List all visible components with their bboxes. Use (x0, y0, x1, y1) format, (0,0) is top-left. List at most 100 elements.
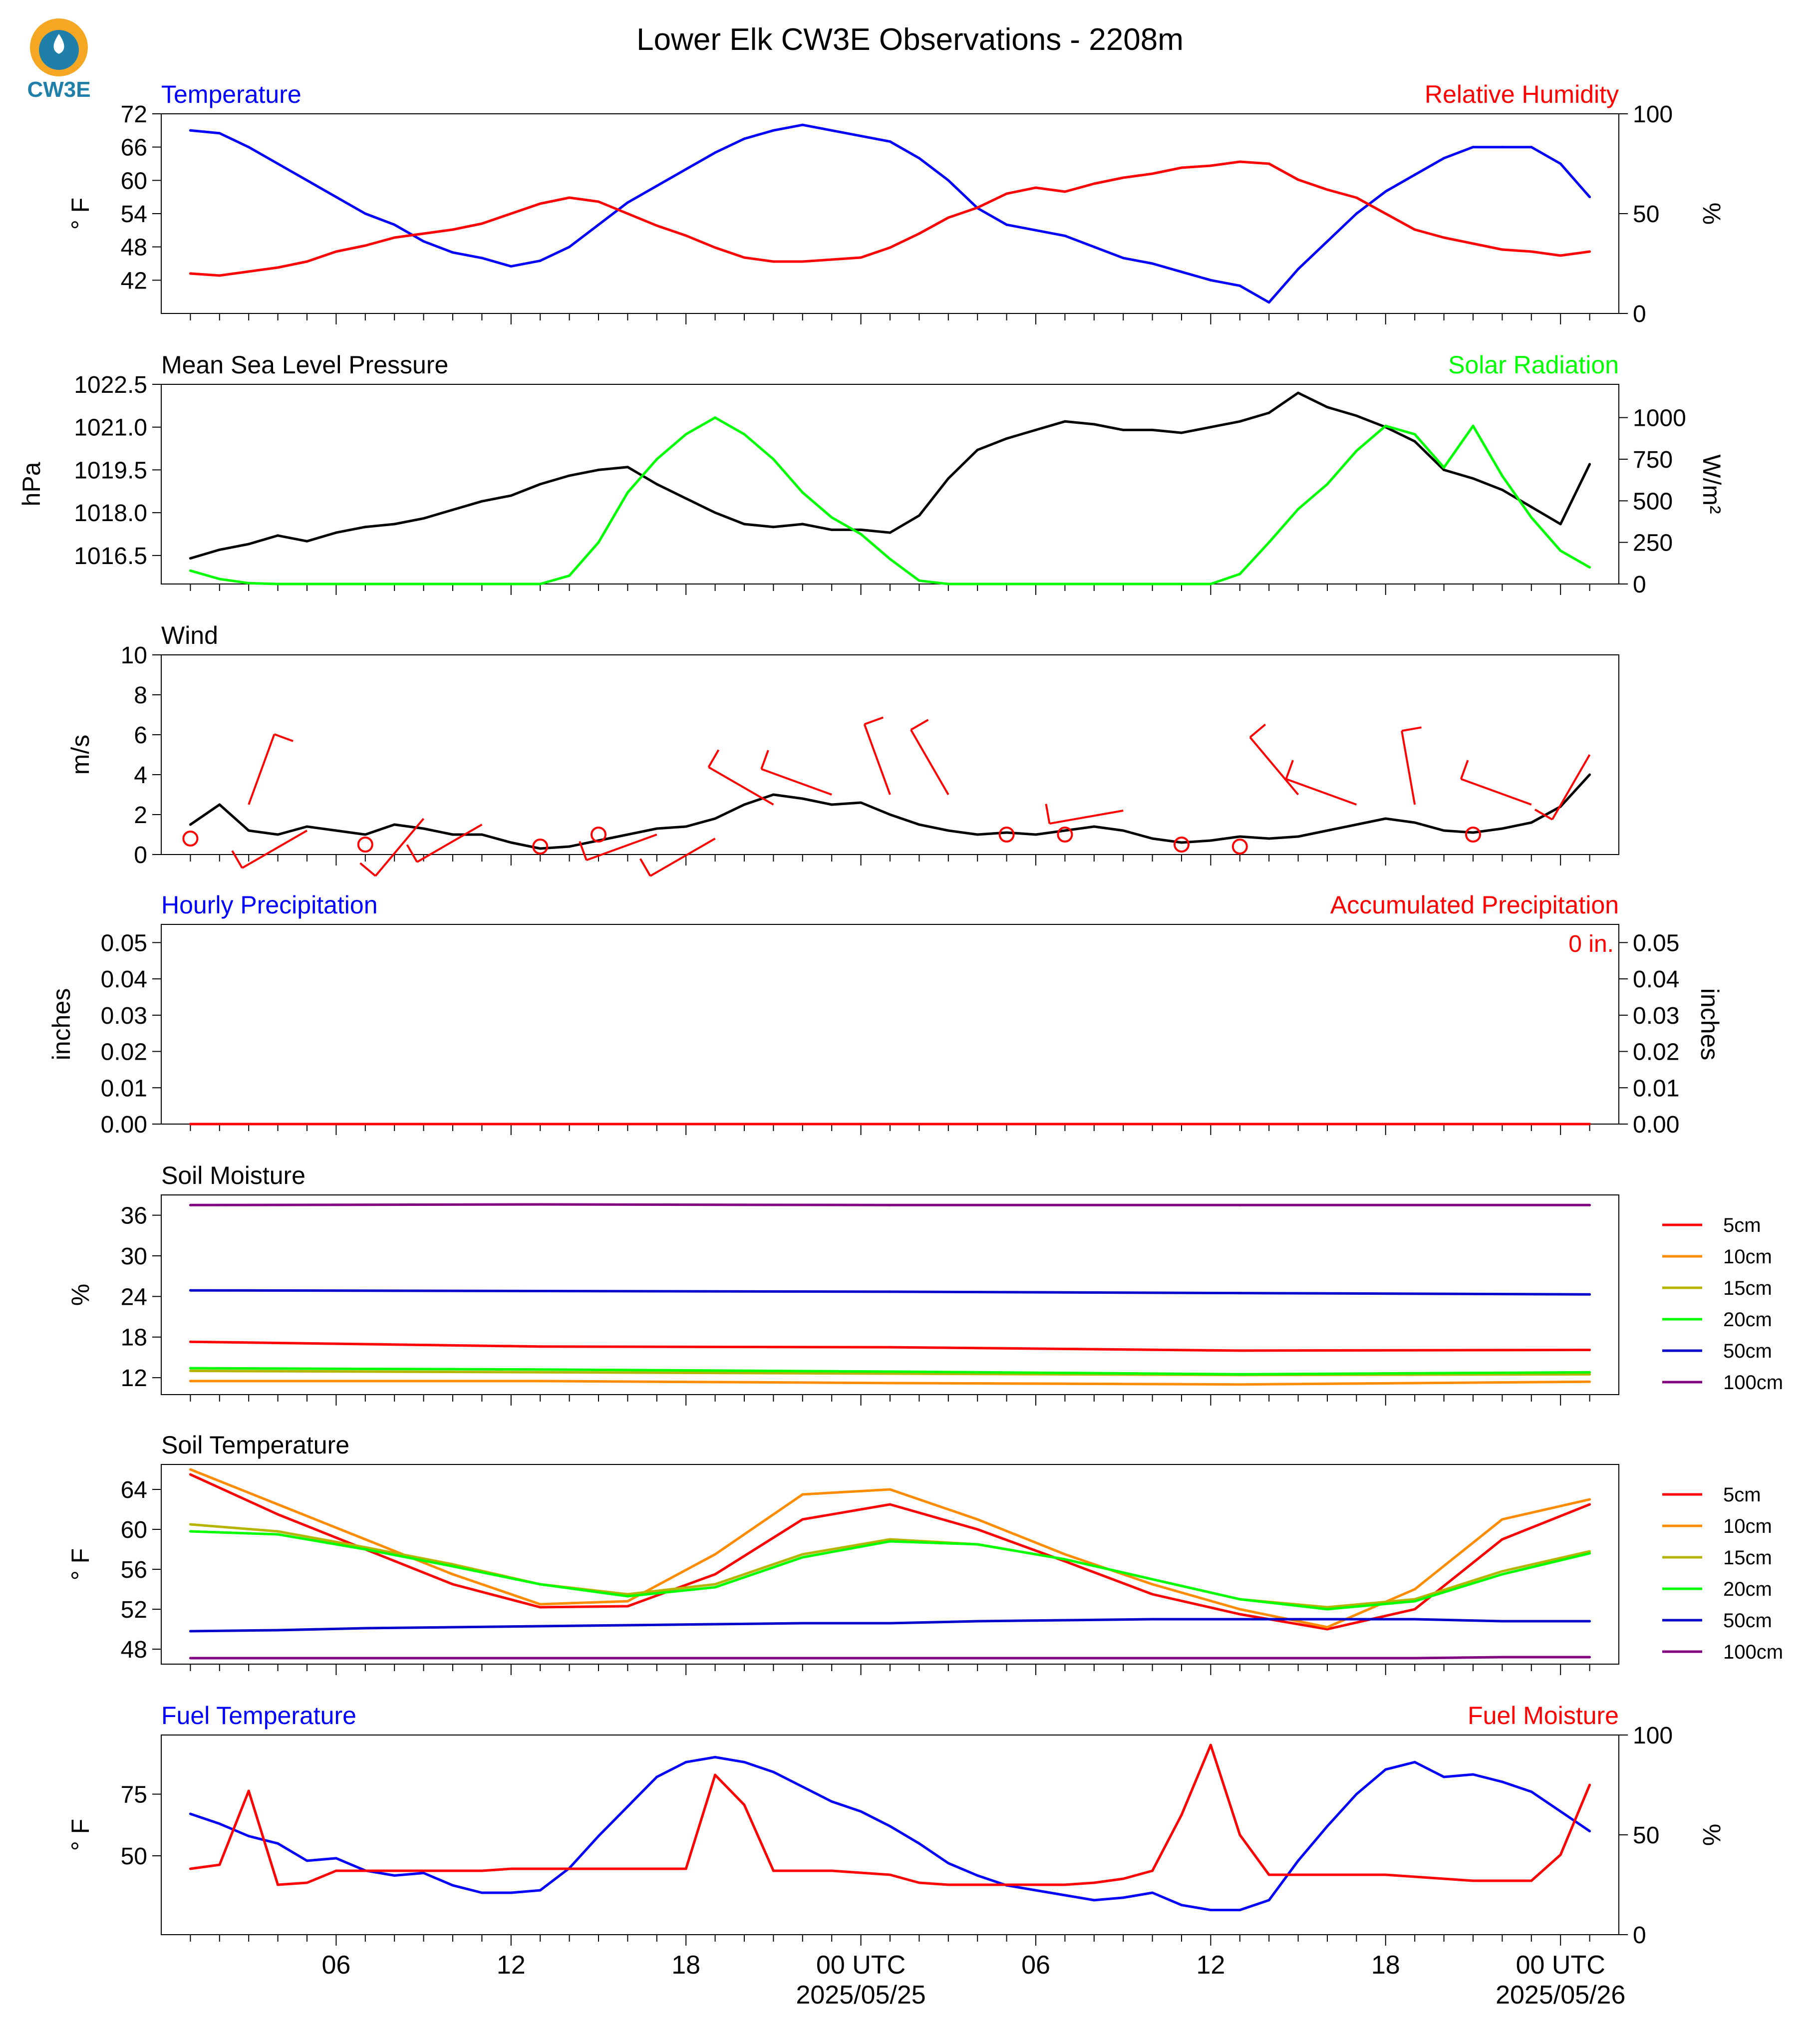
data-point (189, 1289, 192, 1292)
series-line-15cm (190, 1523, 1590, 1609)
data-point (1588, 1783, 1591, 1786)
data-point (1588, 250, 1591, 253)
data-point (1326, 1628, 1329, 1631)
y-tick-label: 1016.5 (74, 543, 147, 570)
data-point (451, 1565, 454, 1568)
data-point (218, 1822, 221, 1825)
data-point (305, 825, 308, 828)
wind-barb (1461, 778, 1532, 806)
y-axis-label: ° F (66, 1548, 94, 1580)
y-tick-label-right: 50 (1633, 201, 1659, 228)
data-point (655, 827, 658, 830)
data-point (830, 1869, 833, 1872)
data-point (539, 582, 542, 585)
data-point (626, 833, 629, 836)
data-point (714, 1583, 717, 1586)
panel-hourly-precipitation: Hourly Precipitation Accumulated Precipit… (47, 891, 1724, 1138)
data-point (714, 1755, 717, 1758)
y-tick-label: 0.05 (101, 930, 147, 956)
plot-frame (161, 384, 1619, 584)
data-point (334, 250, 337, 253)
data-point (1209, 164, 1212, 167)
y-tick-label: 56 (121, 1557, 147, 1583)
data-point (889, 1372, 892, 1375)
data-point (947, 216, 950, 219)
data-point (277, 1530, 280, 1533)
data-point (1297, 1859, 1300, 1862)
data-point (218, 1863, 221, 1866)
data-point (305, 260, 308, 263)
data-point (597, 223, 600, 226)
data-point (1093, 423, 1096, 426)
data-point (480, 582, 483, 585)
data-point (364, 1657, 367, 1660)
data-point (947, 1883, 950, 1886)
data-point (364, 1869, 367, 1872)
y-tick-label: 66 (121, 135, 147, 161)
y-tick-label-right: 0.03 (1633, 1003, 1679, 1029)
wind-barb (374, 818, 425, 877)
data-point (1122, 829, 1125, 832)
data-point (305, 540, 308, 543)
wind-barb-flag (864, 716, 884, 725)
data-point (539, 483, 542, 486)
y-tick-label: 52 (121, 1597, 147, 1623)
legend-entry: 10cm (1723, 1515, 1772, 1537)
wind-barb-flag (639, 858, 651, 877)
wind-barb-calm (1465, 827, 1481, 843)
data-point (655, 483, 658, 486)
wind-barb (863, 724, 891, 795)
data-point (1326, 406, 1329, 409)
data-point (1209, 279, 1212, 282)
panel-title: Soil Temperature (161, 1431, 349, 1459)
data-point (1588, 1498, 1591, 1501)
data-point (422, 827, 425, 830)
wind-barb-flag (1249, 723, 1266, 738)
data-point (1443, 157, 1446, 160)
data-point (626, 1600, 629, 1603)
data-point (1063, 420, 1066, 423)
data-point (277, 1657, 280, 1660)
series-line-fuel-moisture (190, 1743, 1591, 1886)
data-point (801, 1785, 804, 1788)
data-point (1093, 825, 1096, 828)
data-point (568, 845, 571, 848)
data-point (1297, 391, 1300, 394)
data-point (1267, 411, 1270, 414)
data-point (189, 1657, 192, 1660)
data-point (189, 129, 192, 132)
data-point (334, 1869, 337, 1872)
data-point (1151, 1618, 1154, 1621)
data-point (889, 140, 892, 143)
data-point (334, 1857, 337, 1860)
data-point (655, 1775, 658, 1778)
wind-barb-calm (182, 831, 199, 847)
y-axis-label-right: % (1698, 203, 1726, 225)
data-point (947, 179, 950, 182)
data-point (1443, 236, 1446, 239)
data-point (1530, 1790, 1533, 1793)
data-point (743, 1760, 746, 1763)
y-tick-label: 1019.5 (74, 457, 147, 484)
data-point (860, 134, 863, 137)
data-point (1151, 1869, 1154, 1872)
data-point (1063, 1894, 1066, 1897)
data-point (1501, 146, 1504, 149)
data-point (510, 212, 513, 215)
panel-title-right: Accumulated Precipitation (1330, 891, 1619, 919)
data-point (1209, 1909, 1212, 1912)
x-tick-label: 00 UTC (1516, 1951, 1605, 1980)
y-tick-label-right: 0.02 (1633, 1039, 1679, 1066)
panel-soil-moisture: Soil Moisture 12 18 24 30 36% 5cm 10cm 15cm 20cm 5… (66, 1161, 1783, 1406)
data-point (830, 516, 833, 519)
data-point (247, 270, 250, 273)
data-point (1472, 242, 1475, 245)
data-point (917, 1842, 920, 1845)
data-point (1559, 254, 1562, 257)
data-point (539, 1380, 542, 1383)
data-point (1005, 582, 1008, 585)
data-point (830, 258, 833, 261)
y-tick-label: 1021.0 (74, 415, 147, 441)
data-point (1443, 1877, 1446, 1880)
plot-frame (161, 1464, 1619, 1665)
